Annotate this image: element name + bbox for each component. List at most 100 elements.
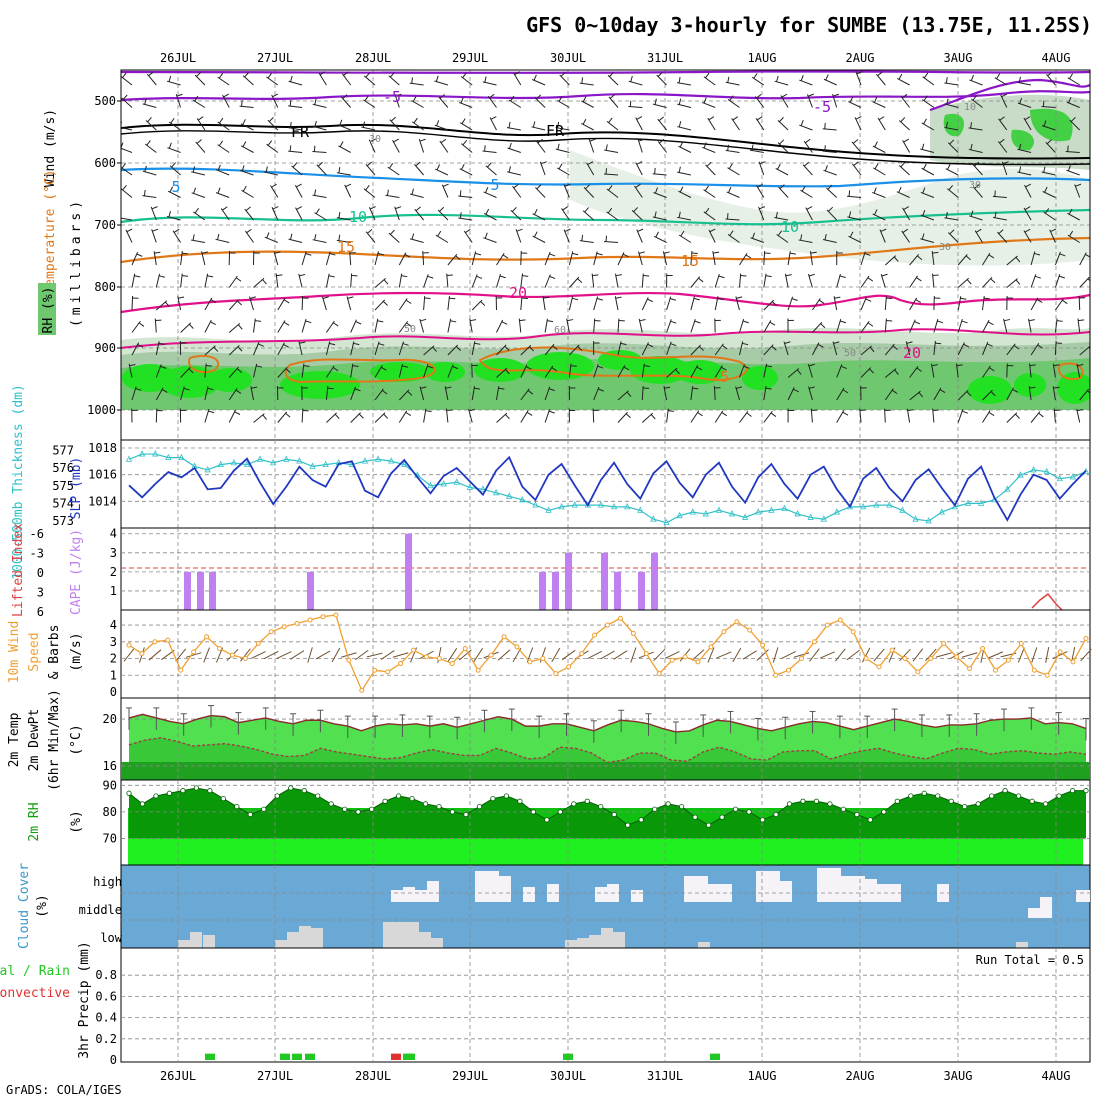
cloud-high-label: high [93,875,122,889]
thickness-marker [138,450,146,457]
thickness-marker [663,518,670,526]
rh-point [719,814,725,820]
wind-speed-point [217,645,223,651]
thickness-marker [689,508,696,515]
thickness-marker [742,513,749,520]
wind-speed-point [954,654,960,660]
wind-speed-point [773,672,779,678]
rh-point [773,811,779,818]
wind-tick: 4 [110,618,117,632]
rh-point [422,801,429,807]
date-label-top: 28JUL [355,51,391,65]
wind-speed-point [1057,649,1063,655]
cloud-high-block [595,887,607,902]
wind-speed-point [398,661,404,667]
rh-point [261,806,267,812]
wind-speed-point [139,651,145,657]
wind-speed-point [152,639,158,645]
date-label-top: 30JUL [550,51,586,65]
cape-tick: 2 [110,565,117,579]
thickness-marker [951,502,959,510]
contour-label: FR [291,123,310,141]
thickness-marker [637,506,644,513]
rh-point [355,809,361,815]
wind-speed-point [1031,667,1037,673]
contour-label: 60 [554,325,566,336]
thickness-marker [545,506,552,513]
thickness-marker [230,458,238,466]
rh-point [908,793,914,799]
cloud-low-block [275,940,287,948]
wind-speed-point [721,629,727,635]
thickness-marker [309,462,316,469]
wind-speed-point [333,612,339,618]
wind10-panel: 4 3 2 1 0 10m Wind Speed & Barbs (m/s) [7,609,1092,699]
wind-speed-point [747,627,753,633]
cape-tick: 1 [110,584,117,598]
precip-tick: 0.4 [95,1011,117,1025]
cloud-high-block [1028,908,1040,918]
wind-speed-point [514,644,520,650]
upper-legend: Wind (m/s) Temperature (°C) RH (%) (mill… [38,109,84,335]
precip-unit: 3hr Precip (mm) [77,941,92,1058]
wind-speed-point [824,622,830,628]
thickness-tick: 577 [52,444,74,458]
rh-point [153,793,159,799]
cape-bar [651,552,658,610]
precip-convective-label: Convective [0,986,70,1001]
cloud-high-block [1076,890,1090,902]
thickness-marker [977,499,985,506]
li-tick: -6 [30,527,44,541]
thickness-tick: 575 [52,479,74,493]
date-label-top: 3AUG [944,51,973,65]
cloud-low-block [383,922,395,948]
cloud-high-block [523,887,535,902]
rh2m-unit: (%) [69,810,84,833]
rh-point [679,803,685,810]
thickness-marker [165,453,172,460]
temp2m-label: 2m Temp [7,712,22,767]
pressure-axis-label: (millibars) [69,197,84,327]
wind-speed-point [488,652,494,658]
rh-point [692,814,698,820]
thickness-marker [243,460,251,468]
wind-speed-point [527,659,533,665]
cape-bar [539,571,546,610]
thickness-marker [859,502,867,510]
cloud-low-block [203,935,215,948]
date-label-bottom: 4AUG [1042,1069,1071,1083]
precip-bar [710,1053,720,1060]
date-axis-bottom: 26JUL 27JUL 28JUL 29JUL 30JUL 31JUL 1AUG 2AUG 3A… [160,1069,1071,1083]
rh-point [557,809,563,815]
cape-bar [638,571,645,610]
cloud-low-block [419,932,431,948]
wind-speed-point [255,640,261,646]
rh-point [975,801,981,807]
wind-speed-point [630,630,636,636]
cloud-high-block [865,879,877,902]
dewpt-label: 2m DewPt [27,709,42,772]
thickness-marker [938,508,945,515]
wind-speed-point [941,640,947,646]
wind-speed-point [734,619,740,625]
rh-point [881,809,887,815]
rh-point [234,803,240,810]
wind10-label-b: Speed [27,632,42,671]
y-tick-label: 900 [94,341,116,355]
rh-point [611,811,617,818]
wind-speed-point [656,671,662,677]
wind-speed-point [372,667,378,673]
wind-speed-point [346,657,352,663]
thickness-marker [650,515,657,522]
wind-speed-point [320,614,326,620]
slp-tick: 1014 [88,494,117,508]
thickness-marker [899,506,906,513]
rh-point [328,801,334,807]
cloud-low-label: low [100,931,122,945]
rh-point [288,785,294,791]
date-label-bottom: 2AUG [846,1069,875,1083]
contour-label: 15 [681,252,699,270]
precip-bar [391,1053,401,1060]
cloud-low-block [601,928,613,948]
wind-speed-point [165,637,171,643]
